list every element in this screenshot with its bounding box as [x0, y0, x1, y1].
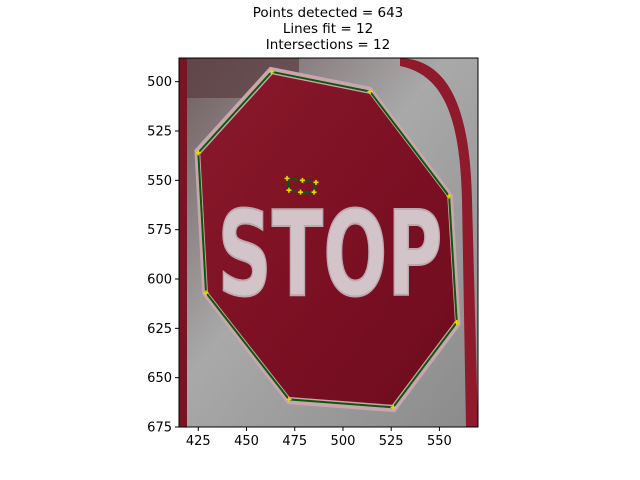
intersection-point: [390, 404, 396, 410]
y-tick-label: 625: [147, 322, 172, 337]
x-axis-ticks: 425 450 475 500 525 550: [186, 427, 452, 449]
chart-title-line-3: Intersections = 12: [265, 37, 391, 53]
red-pole: [400, 58, 478, 427]
intersection-point: [286, 396, 292, 402]
chart-title-line-1: Points detected = 643: [252, 5, 404, 21]
y-tick-label: 575: [147, 223, 172, 238]
intersection-point: [298, 189, 304, 195]
stop-sign-photo: STOP: [179, 58, 478, 427]
intersection-point: [446, 193, 452, 199]
intersection-point: [454, 319, 460, 325]
intersection-point: [269, 69, 275, 75]
intersection-point: [367, 89, 373, 95]
x-tick-label: 500: [331, 434, 356, 449]
y-axis-ticks: 500 525 550 575 600 625 650 675: [147, 75, 179, 436]
axes-frame: [178, 57, 479, 428]
intersection-point: [203, 290, 209, 296]
intersection-point: [195, 150, 201, 156]
intersection-point: [299, 177, 305, 183]
sign-text: STOP: [218, 185, 443, 323]
intersection-point: [286, 187, 292, 193]
x-tick-label: 450: [234, 434, 259, 449]
intersection-point: [284, 175, 290, 181]
y-tick-label: 650: [147, 371, 172, 386]
x-tick-label: 550: [427, 434, 452, 449]
x-tick-label: 425: [186, 434, 211, 449]
intersection-point: [311, 189, 317, 195]
x-tick-label: 475: [282, 434, 307, 449]
intersection-point: [313, 179, 319, 185]
y-tick-label: 550: [147, 174, 172, 189]
chart-title-line-2: Lines fit = 12: [282, 21, 374, 37]
y-tick-label: 525: [147, 125, 172, 140]
intersection-markers: [195, 69, 460, 410]
y-tick-label: 500: [147, 75, 172, 90]
y-tick-label: 600: [147, 273, 172, 288]
left-edge-red: [179, 58, 187, 427]
x-tick-label: 525: [379, 434, 404, 449]
y-tick-label: 675: [147, 421, 172, 436]
sign-face: [200, 74, 455, 405]
